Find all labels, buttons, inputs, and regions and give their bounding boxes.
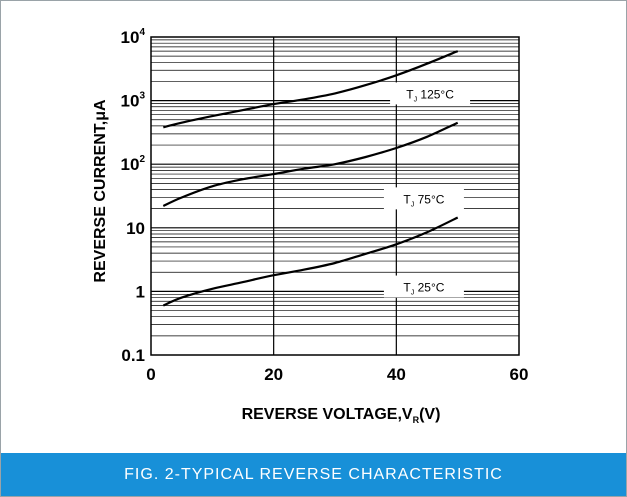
plot-border	[150, 36, 520, 356]
series-labels: TJ 125°C TJ 75°C TJ 25°C	[403, 87, 454, 296]
y-tick-label: 102	[121, 154, 146, 174]
y-tick-labels: 0.1 1 10 102 103 104	[121, 27, 146, 365]
series-label-2: TJ 25°C	[403, 281, 444, 297]
y-axis-label: REVERSE CURRENT,μA	[92, 99, 109, 283]
series-line-2	[162, 216, 459, 307]
x-tick-label: 0	[146, 365, 155, 384]
y-tick-label: 0.1	[121, 346, 145, 365]
series-label-bg	[390, 82, 471, 105]
x-axis-label-unit: (V)	[419, 406, 440, 423]
x-axis-label-main: REVERSE VOLTAGE,V	[242, 406, 413, 423]
x-tick-labels: 0 20 40 60	[146, 365, 528, 384]
x-axis-label: REVERSE VOLTAGE,VR(V)	[242, 406, 441, 425]
y-tick-label: 104	[121, 27, 146, 47]
x-tick-label: 40	[387, 365, 406, 384]
series-label-0: TJ 125°C	[406, 87, 454, 103]
series-label-backgrounds	[383, 82, 471, 298]
series-label-1: TJ 75°C	[403, 192, 444, 208]
series-line-1	[162, 121, 459, 207]
y-tick-label: 1	[136, 282, 145, 301]
x-tick-label: 20	[264, 365, 283, 384]
series-lines	[162, 50, 459, 307]
series-line-0	[163, 50, 459, 129]
x-tick-label: 60	[510, 365, 529, 384]
series-label-bg	[383, 275, 464, 298]
series-label-bg	[383, 187, 464, 210]
reverse-characteristic-chart: TJ 125°C TJ 75°C TJ 25°C 0 20 40 60 0.1 1 10 102…	[92, 27, 528, 425]
figure-caption: FIG. 2-TYPICAL REVERSE CHARACTERISTIC	[1, 453, 626, 496]
x-axis-label-subscript: R	[413, 415, 420, 425]
y-tick-label: 10	[126, 219, 145, 238]
y-tick-label: 103	[121, 91, 146, 111]
minor-gridlines	[151, 39, 519, 337]
